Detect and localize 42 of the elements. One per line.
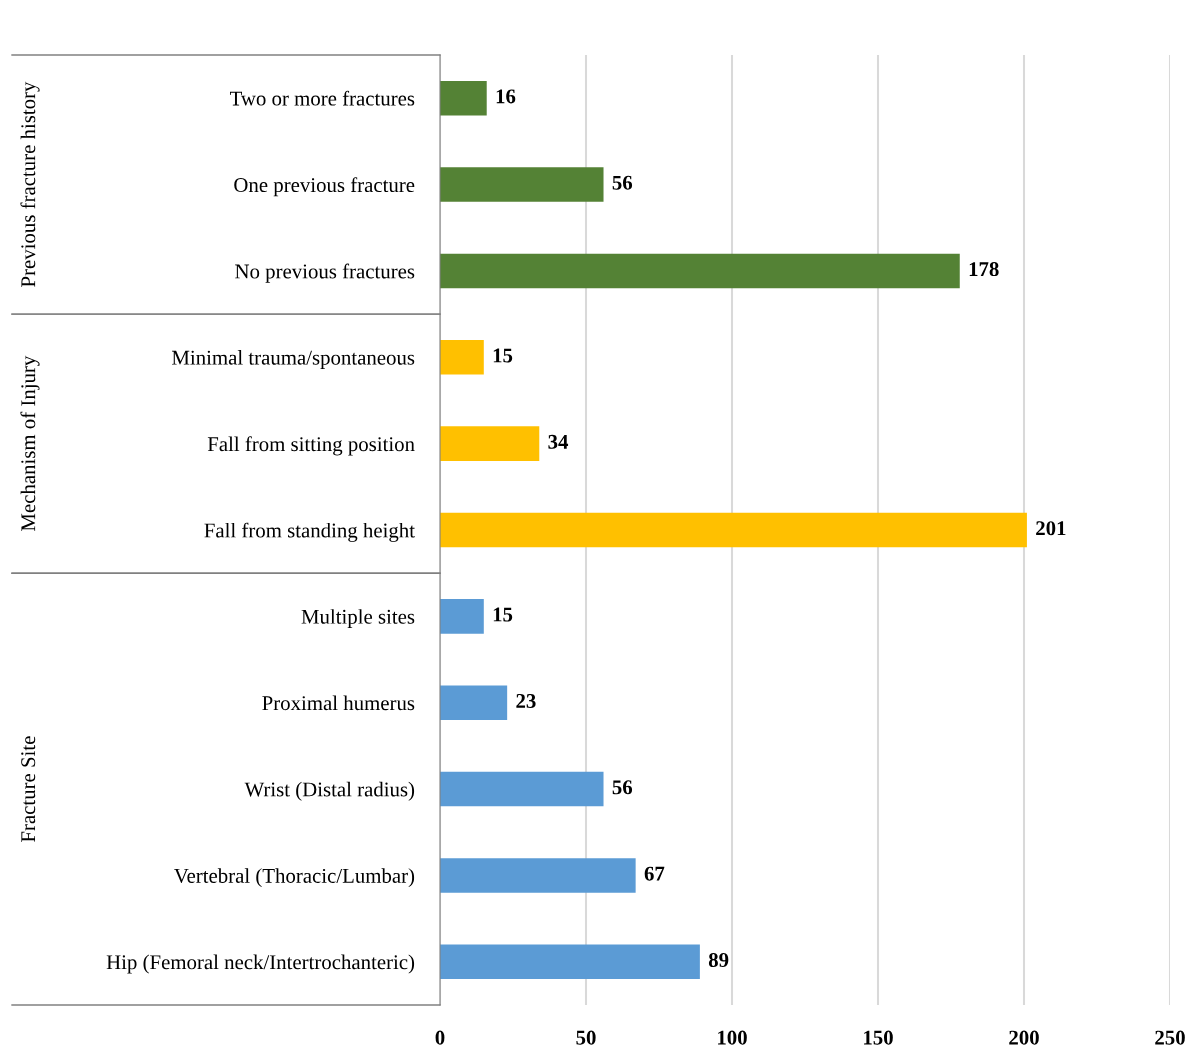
y-tick-label: Fall from standing height [204, 522, 415, 542]
data-label: 178 [969, 262, 999, 277]
bar [440, 771, 604, 807]
bar [440, 253, 960, 289]
y-tick-label: Minimal trauma/spontaneous [172, 350, 415, 369]
bar [440, 167, 604, 202]
x-tick-label: 150 [864, 1030, 893, 1045]
x-tick-label: 0 [435, 1030, 445, 1045]
text: Fracture Site [21, 736, 36, 842]
bar [440, 599, 484, 634]
data-label: 201 [1036, 521, 1066, 536]
data-label: 15 [493, 348, 513, 363]
x-tick-label: 100 [718, 1030, 747, 1045]
data-label: 56 [612, 780, 633, 795]
bar [440, 426, 540, 461]
y-tick-label: Vertebral (Thoracic/Lumbar) [174, 868, 415, 888]
text: Previous fracture history [20, 81, 40, 287]
text: Mechanism of Injury [20, 355, 40, 531]
y-tick-label: Two or more fractures [230, 90, 415, 106]
x-tick-label: 50 [576, 1030, 596, 1045]
x-tick-label: 200 [1009, 1030, 1039, 1045]
x-tick-label: 250 [1155, 1030, 1185, 1045]
y-tick-label: Wrist (Distal radius) [244, 781, 415, 801]
y-tick-label: Multiple sites [301, 609, 415, 629]
data-label: 16 [496, 89, 516, 104]
bar [440, 512, 1027, 548]
data-label: 34 [548, 434, 569, 449]
data-label: 56 [612, 175, 633, 190]
bar [440, 858, 636, 893]
data-label: 15 [493, 607, 513, 622]
data-label: 23 [516, 693, 536, 708]
data-label: 89 [708, 952, 729, 968]
y-tick-label: Fall from sitting position [207, 436, 415, 456]
bar [440, 685, 508, 720]
y-tick-label: One previous fracture [234, 177, 415, 197]
y-tick-label: No previous fractures [235, 263, 415, 283]
bar [440, 944, 700, 980]
y-tick-label: Hip (Femoral neck/Intertrochanteric) [106, 954, 415, 974]
y-tick-label: Proximal humerus [262, 695, 415, 711]
data-label: 67 [644, 866, 665, 881]
bar [440, 340, 484, 375]
bar [440, 80, 487, 116]
